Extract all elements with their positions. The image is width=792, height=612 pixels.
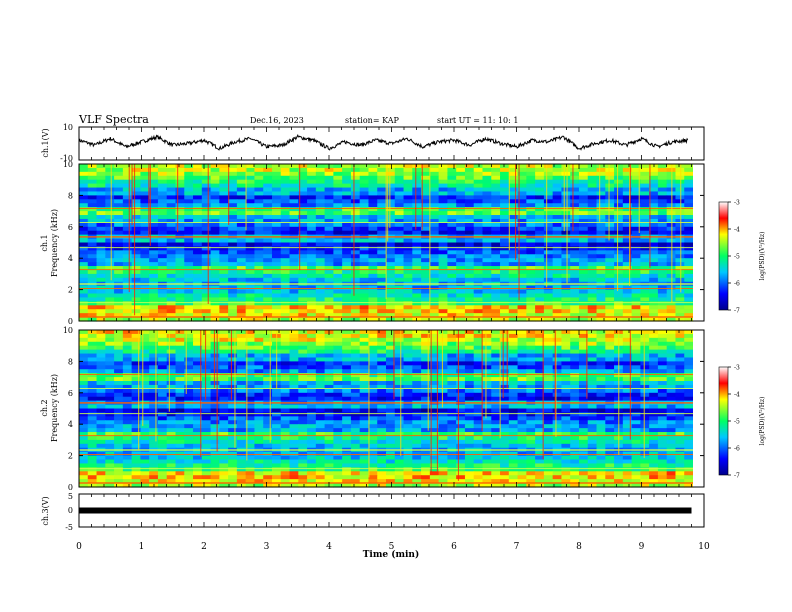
ch1-colorbar-tick--4: -4 [734,227,740,234]
ch1-waveform-panel: 10 -10 ch.1(V) [41,123,705,163]
ch1-spec-ytick-2: 2 [68,286,73,295]
time-tick-10: 10 [698,542,710,552]
ch2-colorbar-tick--6: -6 [734,446,740,453]
ch1-colorbar-tick--7: -7 [734,308,740,315]
ch1-spec-ytick-0: 0 [68,317,73,326]
ch2-colorbar-tick--7: -7 [734,473,740,480]
date-label: Dec.16, 2023 [250,116,304,125]
time-tick-2: 2 [201,542,207,552]
station-label: station= KAP [345,116,400,125]
time-tick-9: 9 [639,542,645,552]
ch2-colorbar-tick--3: -3 [734,365,740,372]
ch2-colorbar-tick--4: -4 [734,392,740,399]
ch2-colorbar-label: log(PSD)(V²/Hz) [759,397,766,446]
time-tick-8: 8 [576,542,582,552]
time-tick-7: 7 [514,542,520,552]
ch1-colorbar: -3 -4 -5 -6 -7 log(PSD)(V²/Hz) [718,200,766,315]
ch2-colorbar-tick--5: -5 [734,419,740,426]
ch3-ylabel: ch.3(V) [41,496,50,525]
ch1-colorbar-tick--3: -3 [734,200,740,207]
ch2-spec-ytick-8: 8 [68,357,73,366]
ch1-ylabel: ch.1(V) [41,128,50,157]
ch2-spectrogram-image [79,330,704,488]
time-tick-0: 0 [76,542,82,552]
start-time-label: start UT = 11: 10: 1 [437,116,518,125]
time-axis: 0 1 2 3 4 5 6 7 8 9 10 [76,127,710,552]
figure-title: VLF Spectra [78,113,149,126]
ch1-waveform-line [78,133,689,151]
ch1-spectrogram-panel: 0 2 4 6 8 10 ch.1 Frequency (kHz) -3 -4 -5 -6 -7 … [40,160,766,326]
time-tick-3: 3 [264,542,270,552]
time-tick-5: 5 [389,542,395,552]
ch2-colorbar: -3 -4 -5 -6 -7 log(PSD)(V²/Hz) [718,365,766,480]
ch2-spec-ytick-4: 4 [68,420,73,429]
ch1-colorbar-label: log(PSD)(V²/Hz) [759,232,766,281]
ch2-spec-ytick-0: 0 [68,483,73,492]
ch1-colorbar-tick--5: -5 [734,254,740,261]
ch3-waveform-panel: 5 0 -5 ch.3(V) [41,492,705,532]
time-tick-6: 6 [451,542,457,552]
ch1-ytick-top: 10 [63,123,73,132]
ch2-spec-ylabel: Frequency (kHz) [50,374,59,442]
ch1-spec-ytick-10: 10 [63,160,73,169]
ch3-waveform-line [79,507,692,514]
ch1-spec-ytick-8: 8 [68,191,73,200]
ch2-spec-ytick-10: 10 [63,326,73,335]
ch1-spec-ylabel-top: ch.1 [40,234,49,251]
ch1-ytick-bottom: -10 [60,154,73,163]
time-tick-1: 1 [139,542,145,552]
ch2-spec-ytick-6: 6 [68,389,73,398]
ch2-spectrogram-panel: 0 2 4 6 8 10 ch.2 Frequency (kHz) -3 -4 -5 -6 -7 … [40,326,766,492]
ch1-spectrogram-image [79,164,704,322]
ch3-ytick-top: 5 [68,492,73,501]
ch2-spec-ylabel-top: ch.2 [40,399,49,416]
ch1-spec-ytick-6: 6 [68,223,73,232]
ch1-spec-ylabel: Frequency (kHz) [50,209,59,277]
ch3-ytick-mid: 0 [68,506,73,515]
ch2-spec-ytick-2: 2 [68,452,73,461]
time-tick-4: 4 [326,542,332,552]
ch3-ytick-bottom: -5 [65,523,73,532]
time-axis-label: Time (min) [363,549,420,560]
ch1-spec-ytick-4: 4 [68,254,73,263]
ch1-colorbar-tick--6: -6 [734,281,740,288]
